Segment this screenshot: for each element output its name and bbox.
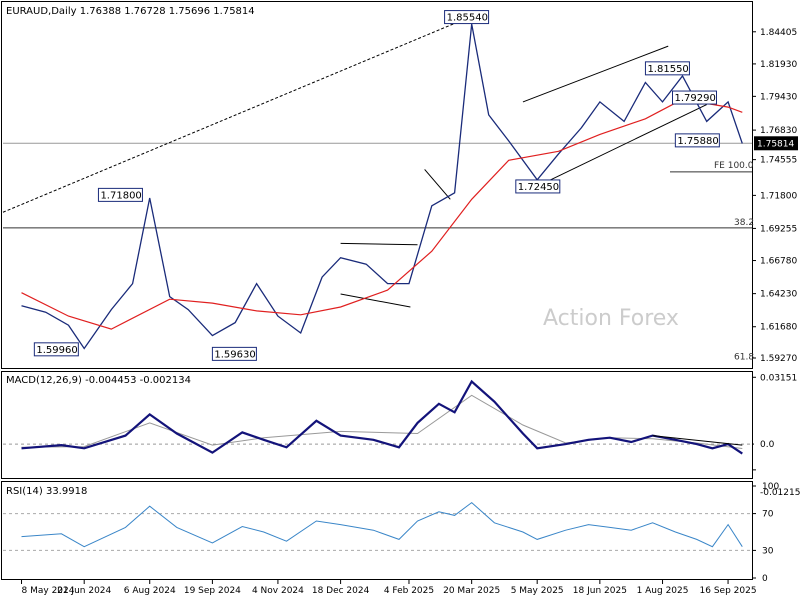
rsi-line <box>21 501 743 548</box>
x-axis-tick-label: 4 Nov 2024 <box>252 586 304 596</box>
y-axis-tick-label: 1.64230 <box>760 290 797 300</box>
macd-value-tag <box>754 438 784 451</box>
x-axis-tick-label: 8 May 2024 <box>22 586 75 596</box>
x-axis-tick-label: 20 Mar 2025 <box>443 586 500 596</box>
triangle-top-line <box>340 242 418 246</box>
price-label: 1.59630 <box>214 349 255 360</box>
price-label: 1.71800 <box>100 190 141 201</box>
price-panel-title: EURAUD,Daily 1.76388 1.76728 1.75696 1.7… <box>6 6 255 17</box>
macd-tick-label: 0.0 <box>760 440 775 450</box>
x-axis-tick-label: 21 Jun 2024 <box>57 586 111 596</box>
price-label-box <box>444 10 490 25</box>
y-axis-tick-label: 1.71800 <box>760 191 797 201</box>
y-axis-tick-label: 1.69255 <box>760 224 797 234</box>
rsi-panel-frame <box>1 481 753 580</box>
x-axis-tick-label: 6 Aug 2024 <box>124 586 176 596</box>
price-label: 1.59960 <box>36 345 77 356</box>
rsi-tick-label: 0 <box>762 574 768 584</box>
price-label: 1.81550 <box>647 64 688 75</box>
price-label-box <box>644 61 690 76</box>
x-axis-tick-label: 1 Aug 2025 <box>637 586 689 596</box>
fib-38-label: 38.2 <box>734 218 754 228</box>
price-label: 1.85540 <box>447 13 488 24</box>
moving-average-line <box>21 98 743 330</box>
price-label: 1.72450 <box>518 182 559 193</box>
price-label: 1.75880 <box>677 136 718 147</box>
price-label-box <box>672 90 718 105</box>
price-label: 1.79290 <box>675 93 716 104</box>
rsi-tick-label: 100 <box>762 482 779 492</box>
x-axis-tick-label: 16 Sep 2025 <box>700 586 757 596</box>
price-label-box <box>33 342 79 357</box>
rsi-tick-label: 70 <box>762 510 774 520</box>
y-axis-tick-label: 1.59270 <box>760 354 797 364</box>
x-axis-tick-label: 5 May 2025 <box>511 586 564 596</box>
price-series-line <box>21 23 743 350</box>
rsi-tick-label: 30 <box>762 546 774 556</box>
y-axis-tick-label: 1.61680 <box>760 323 797 333</box>
x-axis-tick-label: 18 Jun 2025 <box>573 586 627 596</box>
macd-tick-label: 0.03151 <box>760 373 797 383</box>
watermark-text: Action Forex <box>543 306 679 331</box>
y-axis-tick-label: 1.79430 <box>760 92 797 102</box>
macd-panel-frame <box>1 371 753 479</box>
triangle-bottom-line <box>340 293 411 308</box>
y-axis-tick-label: 1.74555 <box>760 156 797 166</box>
flag-line <box>424 169 451 200</box>
y-axis-tick-label: 1.66780 <box>760 257 797 267</box>
price-label-box <box>515 179 561 194</box>
channel-upper-line <box>522 45 669 103</box>
price-label-box <box>211 346 257 361</box>
fe-100-label: FE 100.0 <box>714 161 754 171</box>
y-axis-tick-label: 1.76830 <box>760 126 797 136</box>
channel-lower-line <box>536 104 707 187</box>
rsi-panel-title: RSI(14) 33.9918 <box>6 486 87 497</box>
y-axis-tick-label: 1.81930 <box>760 60 797 70</box>
y-axis-tick-label: 1.84405 <box>760 28 797 38</box>
price-label-box <box>97 187 143 202</box>
current-price-tag-label: 1.75814 <box>757 139 794 149</box>
macd-panel-title: MACD(12,26,9) -0.004453 -0.002134 <box>6 375 191 386</box>
fib-618-label: 61.8 <box>734 353 754 363</box>
macd-trendline <box>652 435 743 446</box>
macd-tick-label: -0.012158 <box>760 488 800 498</box>
x-axis-tick-label: 4 Feb 2025 <box>384 586 434 596</box>
price-label-box <box>674 133 720 148</box>
x-axis-tick-label: 18 Dec 2024 <box>312 586 370 596</box>
x-axis-tick-label: 19 Sep 2024 <box>184 586 241 596</box>
current-price-tag <box>754 136 798 151</box>
price-panel-frame <box>1 1 753 369</box>
